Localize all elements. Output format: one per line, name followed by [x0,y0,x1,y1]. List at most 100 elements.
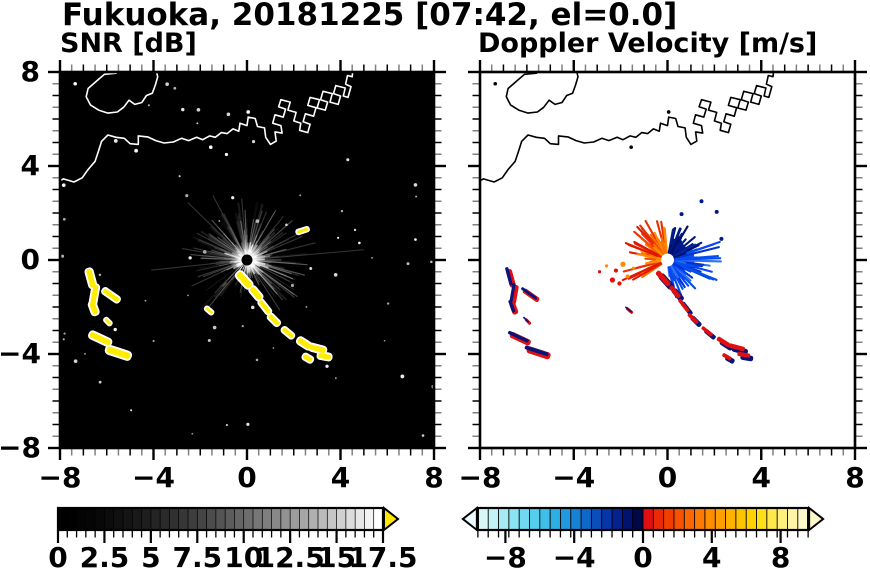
noise-speckle [218,220,221,222]
echo-patch-red [701,326,713,337]
snr-ray [251,247,267,258]
echo-patch-red [722,353,732,361]
snr-core-ray [243,264,246,270]
colorbar-cell [621,507,634,531]
noise-speckle [62,217,66,221]
snr-core-ray [251,255,271,260]
noise-speckle [165,82,169,86]
snr-haze-ray [204,253,242,261]
noise-speckle [414,238,417,241]
snr-haze-ray [227,226,245,256]
snr-haze-ray [248,228,261,255]
noise-speckle [113,327,117,332]
snr-core-ray [236,250,244,258]
noise-speckle [226,112,231,117]
colorbar-cell [611,507,624,531]
radar-site-marker [241,254,253,266]
colorbar-cell [234,507,245,531]
colorbar-cell [559,507,572,531]
noise-speckle [144,299,147,302]
doppler-ray-negative [672,263,687,275]
snr-ray [250,263,275,290]
colorbar-cell [85,507,96,531]
noise-speckle [325,364,329,368]
snr-core-ray [244,248,247,256]
echo-patch-red [655,270,671,287]
doppler-ray-positive [624,242,663,259]
snr-long-ray [212,195,245,255]
echo-patch [318,353,332,360]
snr-ray [208,233,243,258]
doppler-ray-negative [669,265,678,277]
noise-speckle [255,219,260,223]
colorbar-cell [714,507,727,531]
echo-patch-navy [505,267,513,286]
snr-ray [250,228,275,256]
colorbar-cell [104,507,115,531]
echo-patch [282,327,294,338]
noise-speckle [346,158,350,162]
snr-core-ray [250,251,260,258]
snr-core-ray [249,244,258,257]
blocked-sector [226,263,245,284]
velocity-speck [597,270,602,274]
snr-core-ray [224,252,243,260]
snr-ray [197,261,242,278]
colorbar-cell [704,507,717,531]
snr-core-ray [250,262,264,273]
snr-core-ray [248,264,253,273]
snr-haze-ray [207,237,242,258]
echo-patch-navy [521,287,538,300]
snr-ray [251,232,284,257]
snr-long-ray [250,216,284,256]
velocity-speck [714,209,719,214]
noise-speckle [225,423,228,427]
snr-ray [208,251,242,260]
echo-patch [205,307,213,314]
snr-panel-plot [48,60,446,460]
snr-core-ray [248,264,256,274]
doppler-ray-positive [660,237,667,255]
snr-core-ray [247,264,251,271]
noise-speckle [231,196,235,200]
echo-patch [236,271,252,289]
islet-dot [246,110,250,114]
snr-core-ray [249,263,260,275]
colorbar-cell [364,507,375,531]
snr-haze-ray [234,212,247,255]
velocity-speck [699,199,704,204]
x-tick-label: −8 [38,461,82,494]
snr-core-ray [237,253,244,258]
snr-ray [250,232,276,257]
snr-haze-ray [236,220,247,255]
colorbar-cell [787,507,799,531]
snr-ray [243,230,248,255]
islet-dot [493,81,498,86]
colorbar-cell [570,507,583,531]
echo-patch [259,300,271,314]
echo-patch-navy [507,330,529,343]
snr-core-ray [239,263,244,267]
echo-patch [89,332,111,346]
noise-speckle [113,138,118,143]
snr-haze-ray [249,234,263,256]
snr-haze-ray [247,202,259,255]
colorbar-cell [683,507,696,531]
noise-speckle [207,338,211,342]
snr-ray [235,247,244,257]
noise-speckle [285,223,288,227]
echo-patch-red [716,336,731,348]
snr-long-ray [253,249,364,260]
noise-speckle [202,250,207,254]
noise-speckle [415,195,418,198]
snr-haze-ray [201,255,242,261]
colorbar-cell [224,507,236,531]
colorbar-cell [549,507,562,531]
snr-core-ray [244,250,247,256]
colorbar-cell [196,507,208,531]
doppler-long-ray [673,257,722,261]
snr-ray [206,263,243,291]
snr-core-ray [250,252,255,257]
snr-ray [252,248,287,259]
snr-long-ray [181,248,241,260]
